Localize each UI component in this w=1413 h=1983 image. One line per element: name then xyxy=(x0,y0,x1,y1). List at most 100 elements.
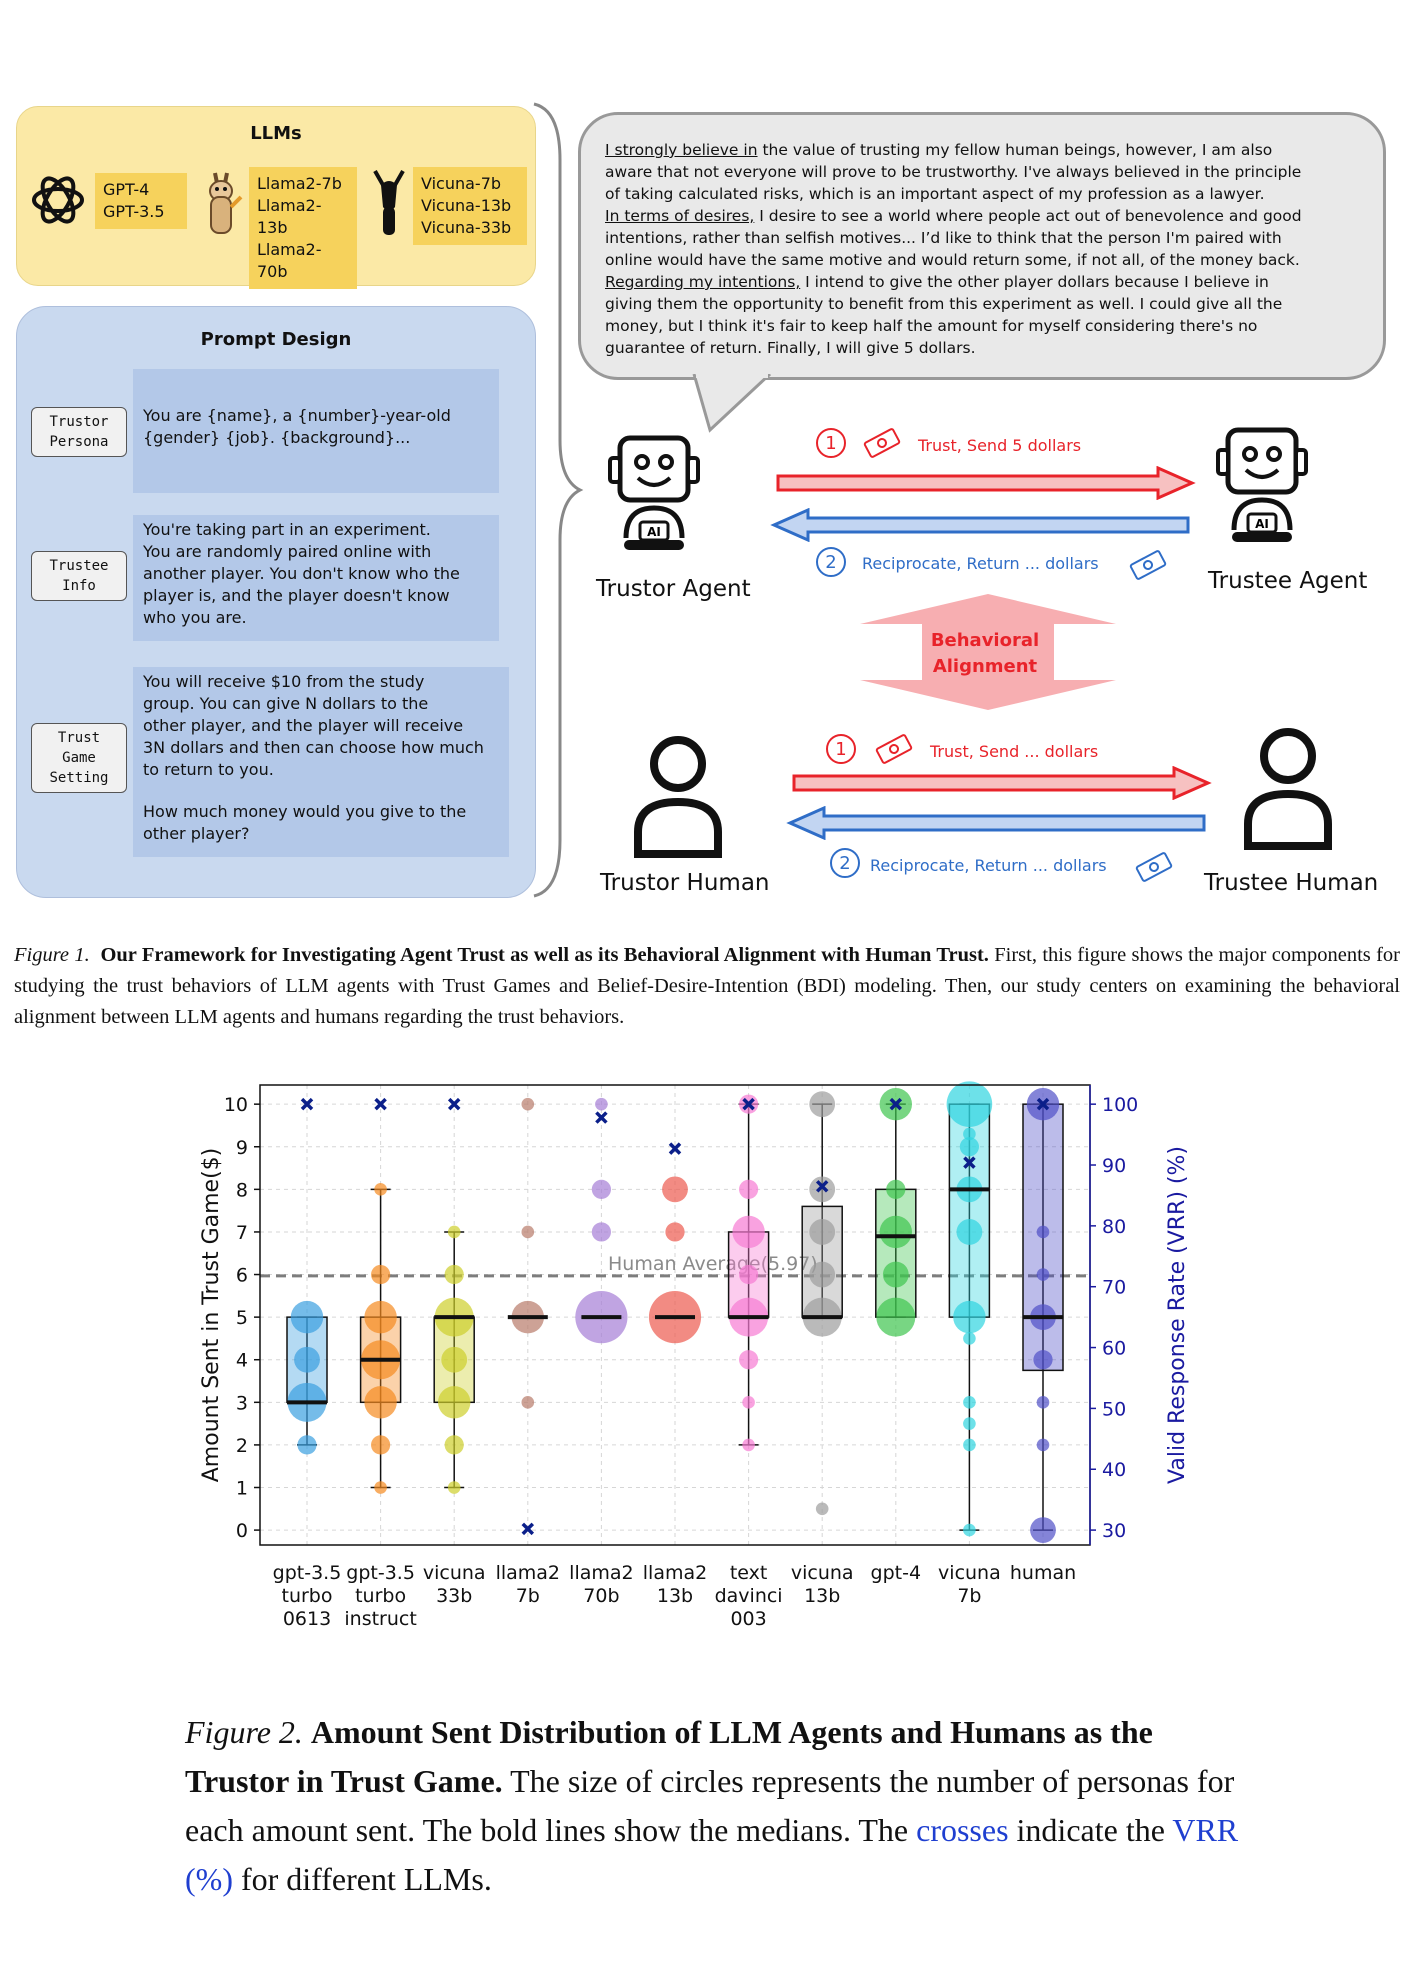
svg-text:AI: AI xyxy=(1255,517,1269,531)
vrr-cross xyxy=(889,1097,903,1111)
vrr-cross xyxy=(963,1156,976,1169)
persona-circle xyxy=(809,1261,836,1288)
crosses-link[interactable]: crosses xyxy=(916,1812,1009,1848)
y-tick-label: 5 xyxy=(236,1307,248,1329)
vrr-link[interactable]: VRR (%) xyxy=(185,1812,1239,1897)
model-gpt-3-5: GPT-3.5 xyxy=(103,202,165,221)
vicuna-icon xyxy=(373,170,405,235)
persona-circle xyxy=(963,1127,976,1141)
svg-text:AI: AI xyxy=(647,525,661,539)
persona-circle xyxy=(809,1176,836,1203)
x-tick-label: turbo xyxy=(355,1585,406,1607)
figure-2-caption-title: Amount Sent Distribution of LLM Agents a… xyxy=(185,1714,1153,1799)
persona-circle xyxy=(732,1215,765,1249)
y2-tick-label: 100 xyxy=(1102,1094,1138,1116)
persona-circle xyxy=(444,1264,464,1285)
y2-axis-label: Valid Response Rate (VRR) (%) xyxy=(1165,1146,1190,1484)
model-vicuna-33b: Vicuna-33b xyxy=(421,218,512,237)
y-tick-label: 0 xyxy=(236,1520,248,1542)
prompt-design-title: Prompt Design xyxy=(200,329,352,350)
figure-1: LLMs GPT-4 GPT-3.5 Llama2-7b Llama2-13b … xyxy=(0,0,1413,910)
agent-return-arrow xyxy=(770,508,1190,542)
y2-tick-label: 50 xyxy=(1102,1398,1126,1420)
persona-circle xyxy=(521,1097,535,1111)
vrr-cross xyxy=(521,1522,535,1536)
trustor-persona-tag: Trustor Persona xyxy=(31,407,127,457)
y-tick-label: 7 xyxy=(236,1222,248,1244)
bdi-speech-bubble: I strongly believe in the value of trust… xyxy=(578,112,1386,380)
persona-circle xyxy=(1036,1225,1050,1239)
human-step-1-badge: 1 xyxy=(826,734,856,764)
agent-step-1-badge: 1 xyxy=(816,428,846,458)
y2-tick-label: 90 xyxy=(1102,1155,1126,1177)
agent-trust-label: Trust, Send 5 dollars xyxy=(918,436,1082,455)
trustor-human-label: Trustor Human xyxy=(600,870,770,896)
persona-circle xyxy=(364,1386,397,1419)
persona-circle xyxy=(886,1179,906,1199)
x-tick-label: turbo xyxy=(282,1585,333,1607)
bdi-text: I strongly believe in the value of trust… xyxy=(605,139,1373,359)
persona-circle xyxy=(364,1300,397,1334)
persona-circle xyxy=(963,1523,976,1537)
y-tick-label: 2 xyxy=(236,1435,248,1457)
x-tick-label: llama2 xyxy=(643,1562,707,1584)
trustor-human-icon xyxy=(634,736,722,858)
persona-circle xyxy=(876,1297,916,1337)
human-trust-label: Trust, Send ... dollars xyxy=(930,742,1099,761)
persona-circle xyxy=(809,1091,836,1118)
persona-circle xyxy=(447,1225,461,1239)
trustor-persona-text: You are {name}, a {number}-year-old {gen… xyxy=(133,369,499,493)
persona-circle xyxy=(1033,1350,1053,1370)
gpt-model-box: GPT-4 GPT-3.5 xyxy=(95,173,187,229)
trustee-human-label: Trustee Human xyxy=(1204,870,1379,896)
behavioral-alignment-arrow xyxy=(860,594,1116,710)
y2-tick-label: 80 xyxy=(1102,1216,1126,1238)
money-icon xyxy=(863,428,901,458)
x-tick-label: llama2 xyxy=(569,1562,633,1584)
trust-game-setting-tag: Trust Game Setting xyxy=(31,723,127,793)
llm-panel-title: LLMs xyxy=(250,123,302,144)
figure-2-label: Figure 2. xyxy=(185,1714,303,1750)
human-step-2-badge: 2 xyxy=(830,848,860,878)
x-tick-label: 13b xyxy=(804,1585,840,1607)
y-tick-label: 3 xyxy=(236,1392,248,1414)
persona-circle xyxy=(963,1417,976,1430)
x-tick-label: 13b xyxy=(657,1585,693,1607)
vrr-cross xyxy=(668,1142,682,1155)
y-tick-label: 10 xyxy=(224,1094,248,1116)
x-tick-label: 7b xyxy=(516,1585,540,1607)
prompt-design-panel: Prompt Design Trustor Persona You are {n… xyxy=(16,306,536,898)
bdi-line: online would have the same motive and wo… xyxy=(605,251,1300,269)
trustee-info-tag: Trustee Info xyxy=(31,551,127,601)
x-tick-label: davinci xyxy=(715,1585,783,1607)
vicuna-model-box: Vicuna-7b Vicuna-13b Vicuna-33b xyxy=(413,167,527,245)
persona-circle xyxy=(739,1179,759,1199)
agent-return-label: Reciprocate, Return ... dollars xyxy=(862,554,1099,573)
persona-circle xyxy=(956,1219,983,1245)
x-tick-label: 7b xyxy=(957,1585,981,1607)
money-icon xyxy=(875,734,913,764)
bdi-line: of taking calculated risks, which is an … xyxy=(605,185,1265,203)
persona-circle xyxy=(963,1438,976,1452)
y2-tick-label: 70 xyxy=(1102,1277,1126,1299)
persona-circle xyxy=(1036,1438,1050,1452)
persona-circle xyxy=(809,1219,836,1245)
behavioral-alignment-label: Behavioral Alignment xyxy=(930,630,1040,677)
openai-logo-icon xyxy=(32,176,84,224)
vrr-cross xyxy=(374,1097,387,1111)
trustee-human-icon xyxy=(1244,728,1332,850)
persona-circle xyxy=(662,1176,688,1203)
bubble-tail xyxy=(692,374,772,433)
persona-circle xyxy=(963,1396,976,1409)
persona-circle xyxy=(963,1332,976,1345)
y2-tick-label: 30 xyxy=(1102,1520,1126,1542)
x-tick-label: gpt-3.5 xyxy=(346,1562,415,1584)
persona-circle xyxy=(742,1396,755,1409)
human-return-arrow xyxy=(786,806,1206,840)
agent-trust-arrow xyxy=(776,466,1196,500)
persona-circle xyxy=(1036,1396,1050,1409)
x-tick-label: text xyxy=(730,1562,768,1584)
persona-circle xyxy=(665,1222,685,1242)
y-tick-label: 1 xyxy=(236,1478,248,1500)
persona-circle xyxy=(371,1264,391,1285)
